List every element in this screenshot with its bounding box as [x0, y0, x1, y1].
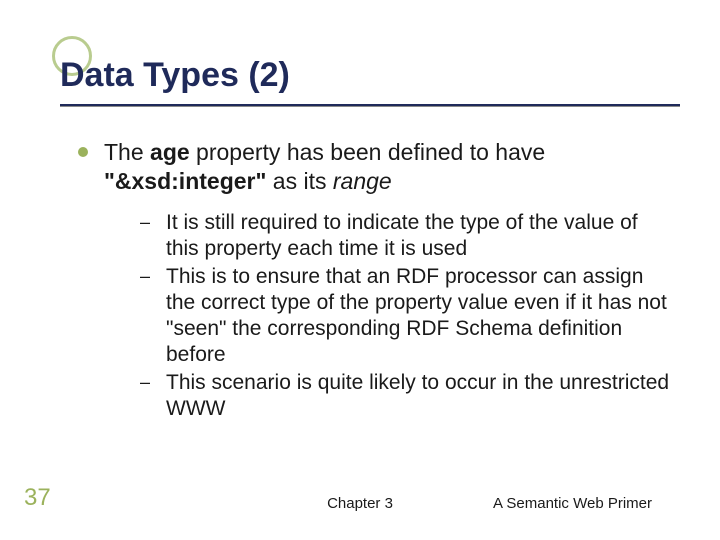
- slide-title: Data Types (2): [60, 56, 680, 105]
- sub-bullet-text: This is to ensure that an RDF processor …: [166, 264, 672, 368]
- bullet-disc-icon: [78, 147, 88, 157]
- title-underline: [60, 104, 680, 107]
- dash-icon: –: [140, 266, 152, 287]
- dash-icon: –: [140, 372, 152, 393]
- sub-bullet-item: – This is to ensure that an RDF processo…: [140, 264, 672, 368]
- content-area: The age property has been defined to hav…: [78, 138, 672, 424]
- bullet-seg: as its: [266, 168, 332, 194]
- sub-bullet-item: – This scenario is quite likely to occur…: [140, 370, 672, 422]
- sub-bullet-text: It is still required to indicate the typ…: [166, 210, 672, 262]
- dash-icon: –: [140, 212, 152, 233]
- title-block: Data Types (2): [60, 56, 680, 105]
- bullet-bold: "&xsd:integer": [104, 168, 266, 194]
- bullet-text: The age property has been defined to hav…: [104, 138, 672, 196]
- footer-right: A Semantic Web Primer: [493, 495, 652, 512]
- bullet-italic: range: [333, 168, 392, 194]
- sub-bullet-text: This scenario is quite likely to occur i…: [166, 370, 672, 422]
- bullet-seg: property has been defined to have: [190, 139, 545, 165]
- bullet-item: The age property has been defined to hav…: [78, 138, 672, 196]
- bullet-seg: The: [104, 139, 150, 165]
- slide: Data Types (2) The age property has been…: [0, 0, 720, 540]
- bullet-bold: age: [150, 139, 190, 165]
- sub-bullet-item: – It is still required to indicate the t…: [140, 210, 672, 262]
- sub-bullet-list: – It is still required to indicate the t…: [140, 210, 672, 422]
